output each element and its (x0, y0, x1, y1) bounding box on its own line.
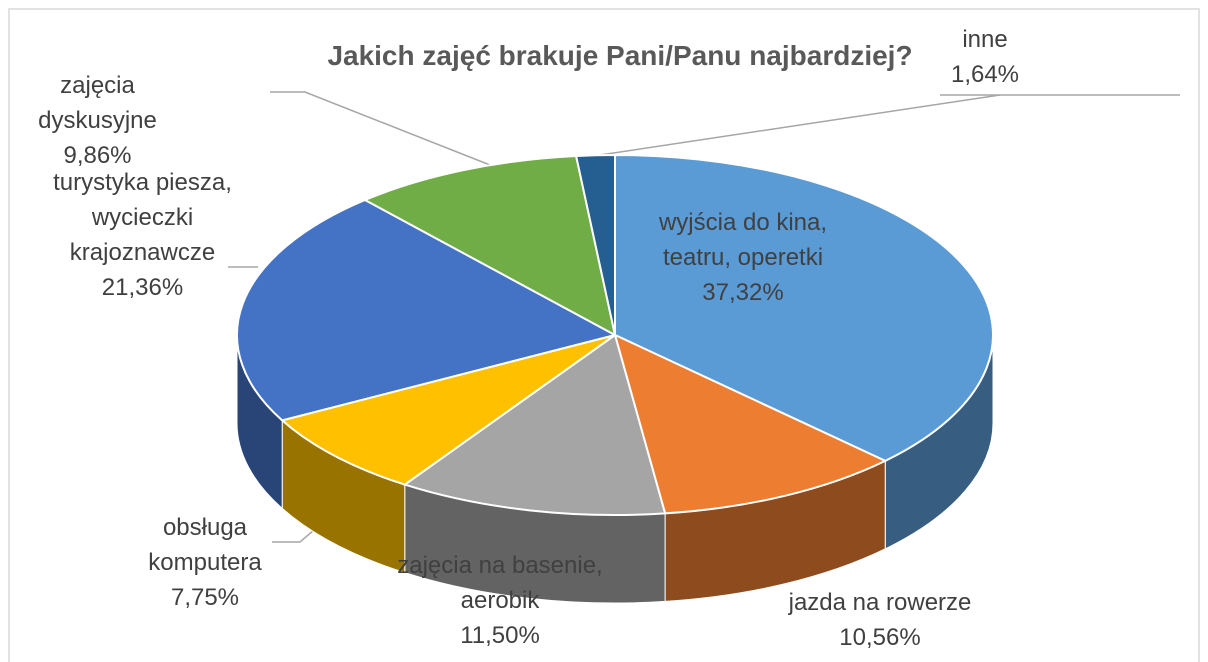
leader-line (599, 94, 1001, 156)
value-label: 11,50% (460, 622, 540, 649)
pie-slice (280, 334, 616, 486)
data-label: zajęcia dyskusyjne 9,86% (20, 68, 175, 173)
pie-slice (614, 153, 994, 462)
category-label: inne (962, 26, 1008, 53)
category-label: jazda na rowerze (788, 589, 972, 616)
chart-border (8, 8, 1200, 662)
data-label: obsługa komputera 7,75% (135, 510, 275, 615)
value-label: 1,64% (950, 61, 1020, 88)
value-label: 37,32% (702, 279, 784, 306)
leader-line (270, 91, 491, 166)
chart-title: Jakich zajęć brakuje Pani/Panu najbardzi… (327, 40, 913, 71)
data-label: jazda na rowerze 10,56% (780, 585, 980, 655)
value-label: 21,36% (101, 274, 184, 301)
value-label: 7,75% (170, 584, 240, 611)
category-label: wyjścia do kina, teatru, operetki (658, 209, 828, 271)
pie-slice (236, 198, 618, 422)
data-label: inne 1,64% (930, 22, 1040, 92)
category-label: zajęcia dyskusyjne (38, 72, 157, 134)
category-label: zajęcia na basenie, aerobik (397, 552, 603, 614)
value-label: 9,86% (63, 142, 132, 169)
pie-slice (613, 333, 888, 515)
value-label: 10,56% (839, 624, 921, 651)
data-label: turystyka piesza, wycieczki krajoznawcze… (20, 165, 265, 305)
pie-slice (362, 154, 617, 337)
category-label: turystyka piesza, wycieczki krajoznawcze (53, 169, 232, 266)
data-label: zajęcia na basenie, aerobik 11,50% (380, 548, 620, 653)
pie-slice (574, 153, 616, 336)
pie-tops (236, 153, 994, 516)
pie-slice (402, 333, 667, 516)
leader-lines (228, 91, 1180, 543)
data-label: wyjścia do kina, teatru, operetki 37,32% (628, 205, 858, 310)
pie-sides (236, 334, 994, 604)
category-label: obsługa komputera (148, 514, 262, 576)
